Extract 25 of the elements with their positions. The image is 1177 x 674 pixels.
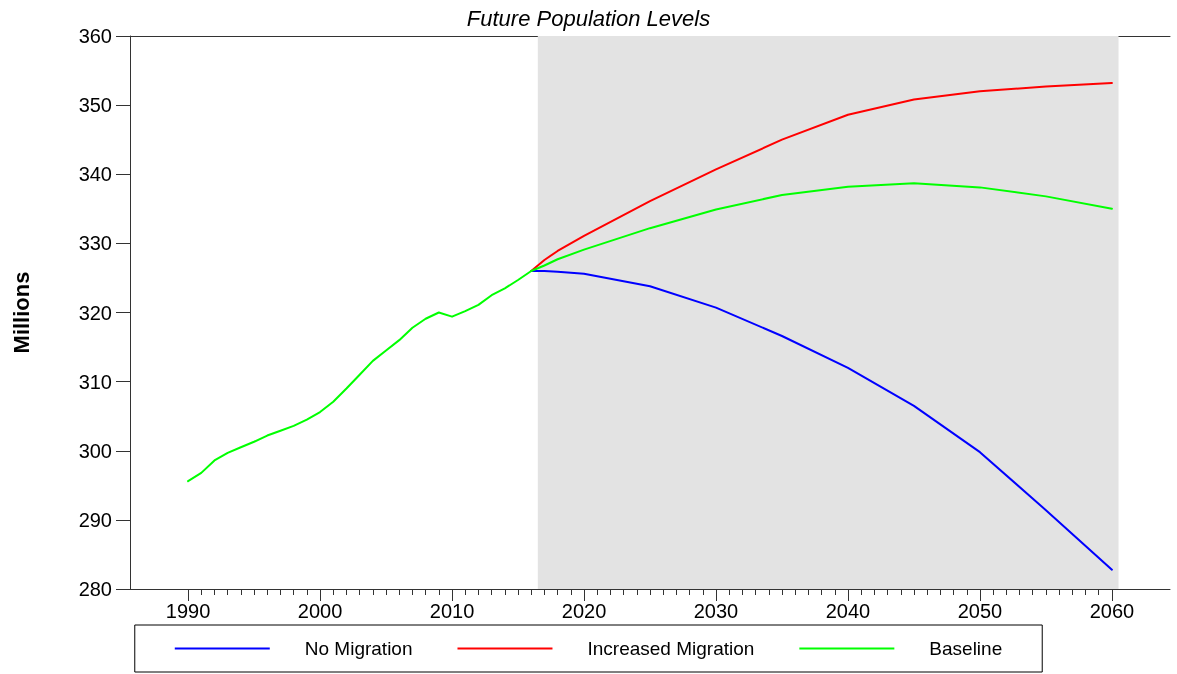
legend-label: Increased Migration [587, 638, 755, 659]
chart-title: Future Population Levels [466, 5, 711, 31]
x-tick-label: 2040 [825, 600, 871, 622]
y-tick-label: 330 [78, 232, 112, 255]
x-tick-label: 2060 [1089, 600, 1135, 622]
y-tick-label: 340 [78, 163, 112, 186]
y-tick-label: 300 [78, 439, 112, 462]
y-tick-label: 360 [78, 25, 112, 47]
y-tick-label: 310 [78, 370, 112, 393]
x-tick-label: 2030 [693, 600, 739, 622]
line-series [530, 270, 1113, 571]
y-tick-label: 290 [78, 508, 112, 531]
legend-label: No Migration [304, 638, 413, 659]
y-tick-label: 320 [78, 301, 112, 324]
y-tick-label: 280 [78, 578, 112, 600]
line-series [187, 182, 1113, 483]
y-tick-label: 350 [78, 94, 112, 117]
x-tick-label: 2000 [297, 600, 343, 622]
line-series [530, 82, 1113, 273]
x-tick-label: 2010 [429, 600, 475, 622]
x-tick-label: 2050 [957, 600, 1003, 622]
x-tick-label: 2020 [561, 600, 607, 622]
y-axis-title: Millions [8, 271, 34, 354]
x-tick-label: 1990 [165, 600, 211, 622]
legend-label: Baseline [929, 638, 1003, 659]
